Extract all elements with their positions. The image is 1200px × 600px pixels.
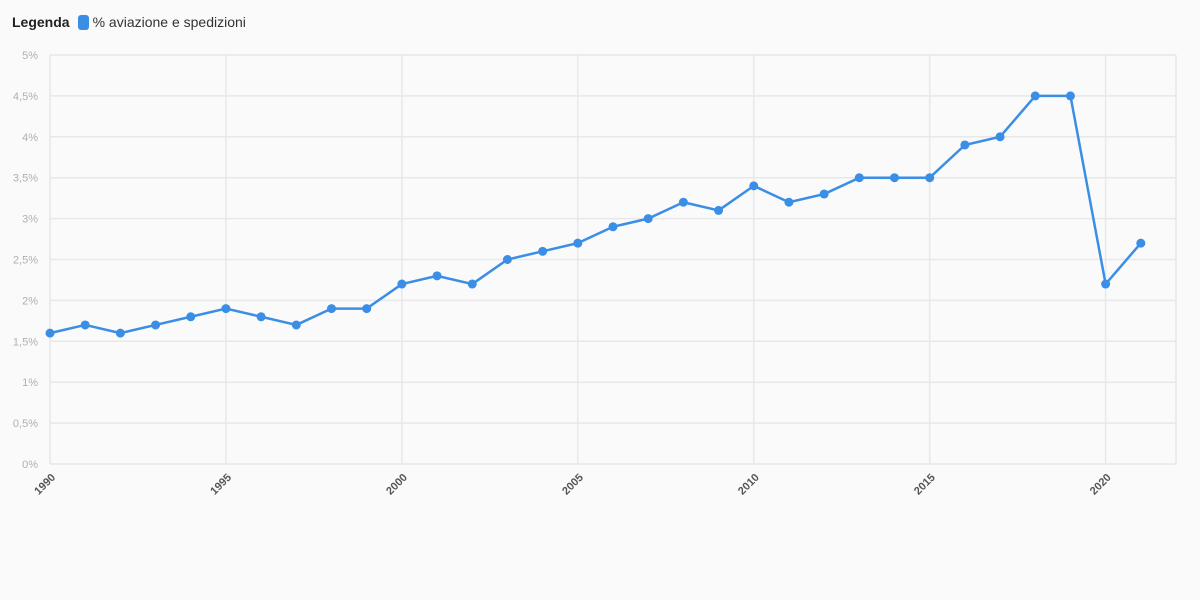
data-point[interactable] (151, 320, 161, 330)
legend-item[interactable]: % aviazione e spedizioni (77, 14, 246, 30)
data-point[interactable] (291, 320, 301, 330)
data-point[interactable] (1030, 91, 1040, 101)
data-point[interactable] (714, 205, 724, 215)
y-tick-label: 2% (22, 295, 38, 307)
data-point[interactable] (890, 173, 899, 183)
data-point[interactable] (960, 140, 970, 150)
data-point[interactable] (467, 279, 477, 289)
data-point[interactable] (45, 328, 55, 338)
legend: Legenda % aviazione e spedizioni (12, 12, 246, 32)
y-tick-label: 0% (22, 459, 38, 471)
data-point[interactable] (678, 197, 688, 207)
data-point[interactable] (256, 312, 266, 322)
y-tick-label: 1,5% (13, 336, 38, 348)
data-point[interactable] (854, 173, 864, 183)
data-point[interactable] (80, 320, 90, 330)
data-point[interactable] (749, 181, 759, 191)
data-point[interactable] (1136, 238, 1146, 248)
y-tick-label: 2,5% (13, 255, 38, 267)
x-tick-label: 2000 (384, 472, 410, 498)
data-point[interactable] (1065, 91, 1075, 101)
y-tick-label: 4,5% (13, 91, 38, 103)
y-tick-label: 3% (22, 214, 38, 226)
data-point[interactable] (432, 271, 442, 281)
data-point[interactable] (925, 173, 935, 183)
data-point[interactable] (502, 255, 512, 264)
y-tick-label: 1% (22, 377, 38, 389)
data-point[interactable] (327, 304, 336, 314)
x-tick-label: 2005 (560, 472, 586, 498)
legend-title: Legenda (12, 14, 70, 30)
x-tick-label: 2020 (1088, 472, 1114, 498)
x-axis: 1990 1995 2000 2005 2010 2015 2020 (32, 472, 1113, 498)
legend-item-label: % aviazione e spedizioni (92, 14, 246, 30)
x-tick-label: 2015 (912, 472, 938, 498)
data-point[interactable] (784, 197, 794, 207)
y-axis: 0% 0,5% 1% 1,5% 2% 2,5% 3% 3,5% 4% 4,5% 5% (13, 50, 38, 471)
x-tick-label: 1995 (208, 472, 234, 498)
data-point[interactable] (643, 214, 653, 224)
y-tick-label: 0,5% (13, 418, 38, 430)
data-point[interactable] (397, 279, 407, 289)
data-point[interactable] (995, 132, 1005, 142)
y-tick-label: 4% (22, 132, 38, 144)
data-point[interactable] (608, 222, 618, 232)
x-tick-label: 2010 (736, 472, 762, 498)
legend-swatch (77, 14, 89, 30)
grid (49, 54, 1177, 465)
x-tick-label: 1990 (32, 472, 58, 498)
data-point[interactable] (186, 312, 196, 322)
y-tick-label: 3,5% (13, 173, 38, 185)
data-point[interactable] (221, 304, 231, 314)
data-point[interactable] (538, 246, 548, 256)
data-point[interactable] (1101, 279, 1111, 289)
data-point[interactable] (819, 189, 829, 199)
y-tick-label: 5% (22, 50, 38, 62)
series-line (49, 94, 1142, 335)
data-point[interactable] (362, 304, 372, 314)
series-layer (45, 91, 1146, 338)
data-point[interactable] (115, 328, 125, 338)
data-point[interactable] (573, 238, 583, 248)
